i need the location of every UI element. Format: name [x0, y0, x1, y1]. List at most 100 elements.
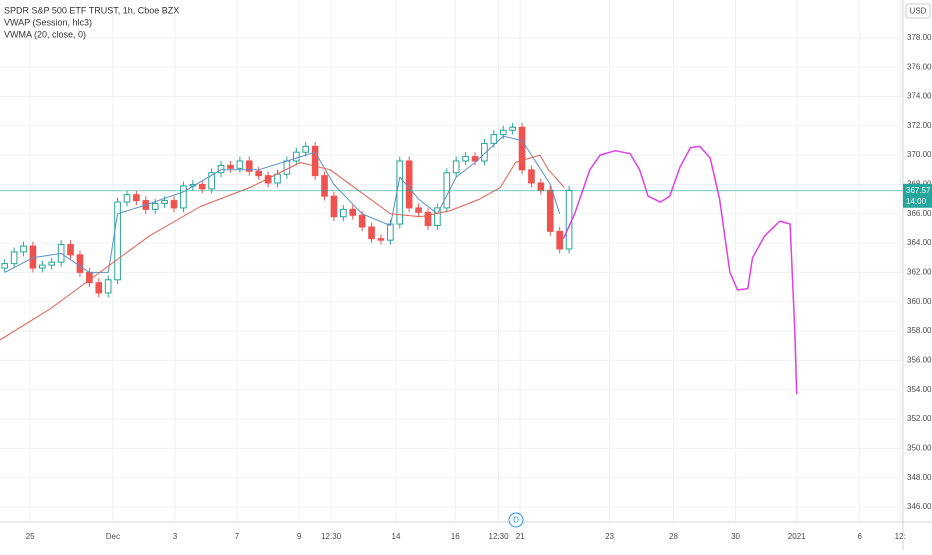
- event-marker[interactable]: [508, 512, 524, 528]
- y-tick-label: 348.00: [907, 473, 932, 482]
- candle-body: [509, 126, 516, 131]
- candle-body: [415, 207, 422, 213]
- candle-body: [443, 172, 451, 209]
- candle-body: [20, 245, 27, 253]
- x-tick-label: Dec: [106, 532, 120, 541]
- candle-body: [245, 160, 253, 172]
- candle-body: [546, 189, 554, 232]
- y-tick-label: 372.00: [907, 121, 932, 130]
- candle-body: [151, 203, 159, 210]
- candle-body: [227, 164, 234, 169]
- candle-body: [434, 207, 441, 227]
- candle-body: [330, 195, 338, 218]
- candle-body: [349, 208, 357, 216]
- x-tick-label: 14: [392, 532, 401, 541]
- candle-body: [292, 151, 300, 162]
- candle-body: [208, 172, 215, 190]
- y-tick-label: 346.00: [907, 502, 932, 511]
- candle-body: [358, 214, 366, 228]
- candle-body: [302, 145, 310, 153]
- x-tick-label: 9: [297, 532, 302, 541]
- candle-body: [424, 211, 432, 227]
- candle-body: [255, 170, 262, 177]
- x-tick-label: 21: [516, 532, 525, 541]
- indicator-line: [4, 135, 561, 273]
- x-tick-label: 3: [173, 532, 178, 541]
- grid: [0, 0, 903, 522]
- x-tick-label: 12:: [895, 532, 906, 541]
- y-tick-label: 376.00: [907, 62, 932, 71]
- candle-body: [10, 251, 18, 265]
- candle-body: [528, 169, 535, 184]
- y-tick-label: 370.00: [907, 150, 932, 159]
- y-tick-label: 364.00: [907, 238, 932, 247]
- indicator-line: [562, 145, 798, 395]
- candle-body: [48, 261, 56, 266]
- candle-body: [198, 183, 206, 190]
- x-tick-label: 2021: [788, 532, 806, 541]
- candle-body: [76, 254, 84, 273]
- candle-body: [67, 244, 74, 256]
- candle-body: [377, 238, 385, 241]
- y-tick-label: 350.00: [907, 444, 932, 453]
- x-tick-label: 25: [26, 532, 35, 541]
- x-tick-label: 16: [451, 532, 460, 541]
- candle-body: [387, 223, 394, 241]
- candle-body: [217, 164, 225, 174]
- y-tick-label: 362.00: [907, 268, 932, 277]
- candle-body: [161, 200, 168, 205]
- y-tick-label: 374.00: [907, 92, 932, 101]
- x-tick-label: 23: [605, 532, 614, 541]
- candle-body: [518, 126, 526, 171]
- x-tick-label: 7: [235, 532, 240, 541]
- candle-body: [180, 185, 187, 209]
- candle-body: [39, 264, 46, 269]
- y-tick-label: 366.00: [907, 209, 932, 218]
- symbol-title: SPDR S&P 500 ETF TRUST, 1h, Cboe BZX: [4, 5, 179, 15]
- y-tick-label: 356.00: [907, 356, 932, 365]
- candle-body: [368, 226, 375, 240]
- candle-body: [490, 134, 498, 144]
- candle-body: [499, 129, 507, 136]
- candle-body: [537, 182, 545, 191]
- candle-body: [114, 201, 121, 281]
- last-time-label: 14:00: [906, 197, 927, 206]
- candle-body: [556, 230, 563, 250]
- candle-body: [123, 194, 131, 203]
- candle-body: [405, 160, 413, 209]
- indicator-label[interactable]: VWMA (20, close, 0): [4, 29, 86, 39]
- last-price-box: [903, 183, 932, 208]
- x-tick-label: 12:30: [321, 532, 342, 541]
- candle-body: [170, 200, 178, 209]
- candle-body: [274, 173, 281, 184]
- x-tick-label: 6: [858, 532, 863, 541]
- last-price-label: 367.57: [906, 186, 931, 195]
- y-tick-label: 354.00: [907, 385, 932, 394]
- currency-label: USD: [910, 7, 927, 16]
- candle-body: [452, 160, 460, 174]
- candle-body: [471, 156, 479, 162]
- currency-box[interactable]: [905, 3, 931, 19]
- candle-body: [236, 160, 244, 169]
- x-tick-label: 12:30: [489, 532, 510, 541]
- candle-body: [311, 145, 319, 177]
- indicator-label[interactable]: VWAP (Session, hlc3): [4, 17, 92, 27]
- y-tick-label: 378.00: [907, 33, 932, 42]
- candle-body: [565, 189, 573, 250]
- y-tick-label: 352.00: [907, 414, 932, 423]
- candle-body: [133, 194, 140, 202]
- x-tick-label: 30: [731, 532, 740, 541]
- candle-body: [481, 142, 488, 162]
- x-tick-label: 28: [669, 532, 678, 541]
- y-tick-label: 360.00: [907, 297, 932, 306]
- event-marker-label: D: [513, 516, 519, 525]
- candle-body: [104, 279, 112, 294]
- plot: [0, 122, 903, 395]
- candle-body: [1, 263, 9, 269]
- candle-body: [340, 208, 347, 218]
- axes: 346.00 348.00 350.00 352.00 354.00 356.00 358.…: [26, 33, 932, 541]
- candle-body: [264, 175, 272, 184]
- candle-body: [321, 175, 328, 197]
